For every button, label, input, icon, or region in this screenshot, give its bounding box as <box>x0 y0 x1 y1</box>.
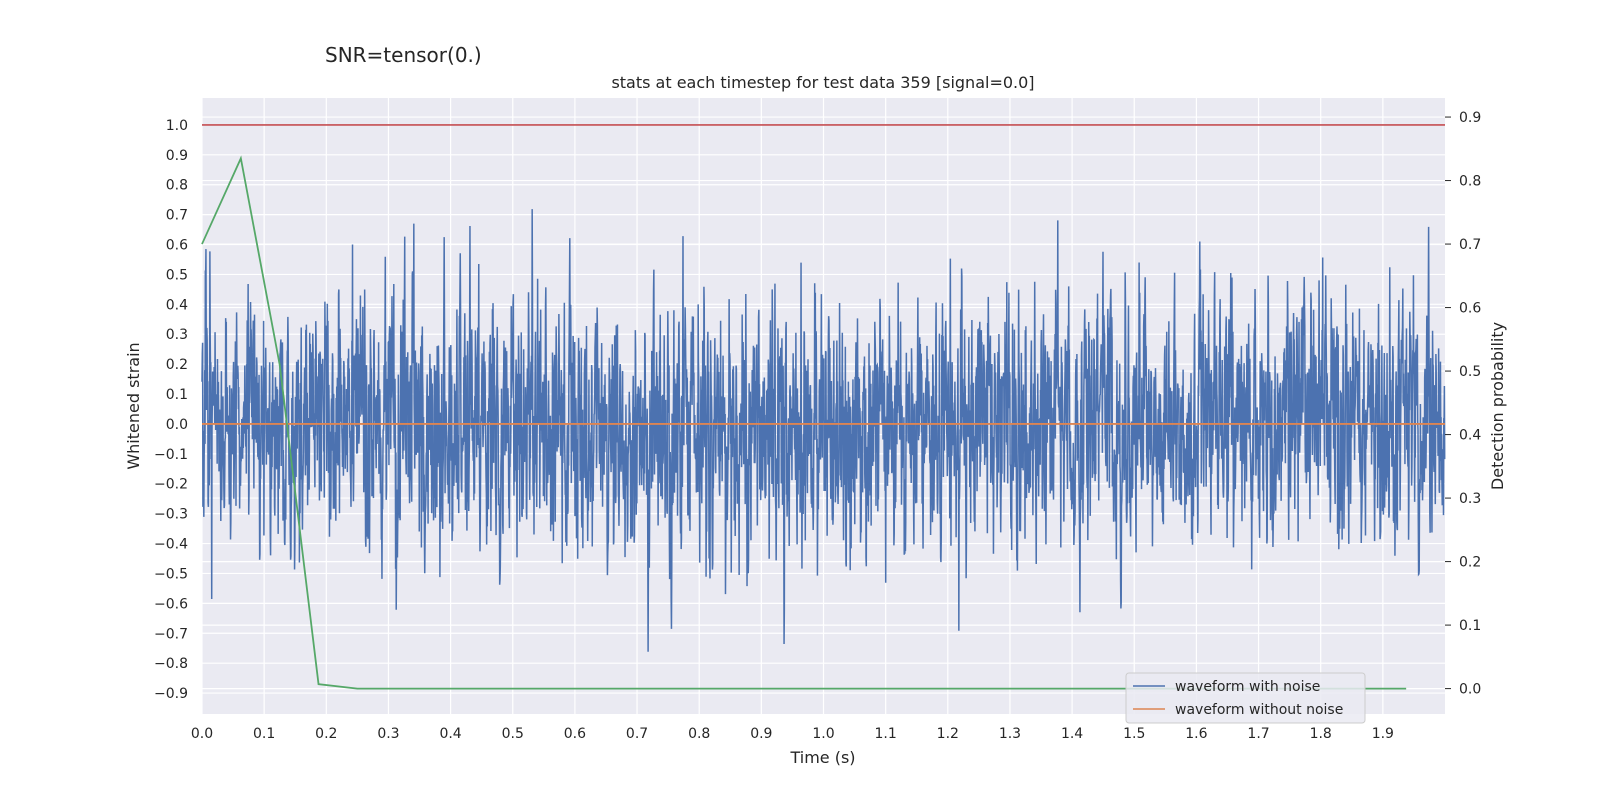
y-tick-label: 0.8 <box>166 178 188 194</box>
y-tick-label: −0.3 <box>154 507 188 523</box>
chart-suptitle: SNR=tensor(0.) <box>325 43 482 67</box>
y-tick-label: −0.7 <box>154 626 188 642</box>
y-axis-label: Whitened strain <box>124 342 143 469</box>
x-tick-label: 1.0 <box>812 726 834 742</box>
x-tick-label: 1.9 <box>1372 726 1394 742</box>
y-tick-label: 0.5 <box>166 267 188 283</box>
legend: waveform with noise waveform without noi… <box>1125 672 1366 724</box>
y-tick-label: 0.2 <box>166 357 188 373</box>
y2-tick-label: 0.0 <box>1459 682 1481 698</box>
y-tick-labels: 1.0 0.9 0.8 0.7 0.6 0.5 0.4 0.3 0.2 0.1 0.0 −0.1 −0.… <box>154 118 188 702</box>
x-tick-label: 1.3 <box>999 726 1021 742</box>
y-tick-label: 0.6 <box>166 238 188 254</box>
chart-title: stats at each timestep for test data 359… <box>611 73 1034 92</box>
x-tick-label: 0.3 <box>377 726 399 742</box>
y-tick-label: −0.1 <box>154 447 188 463</box>
legend-label-noise: waveform with noise <box>1175 679 1320 695</box>
x-tick-label: 1.8 <box>1310 726 1332 742</box>
x-tick-label: 0.7 <box>626 726 648 742</box>
x-tick-label: 1.4 <box>1061 726 1083 742</box>
x-tick-label: 0.5 <box>502 726 524 742</box>
y2-tick-label: 0.9 <box>1459 110 1481 126</box>
x-tick-label: 0.6 <box>564 726 586 742</box>
y-tick-label: 1.0 <box>166 118 188 134</box>
y2-tick-label: 0.6 <box>1459 301 1481 317</box>
x-tick-label: 0.4 <box>439 726 461 742</box>
y-tick-label: −0.2 <box>154 477 188 493</box>
y2-tick-label: 0.8 <box>1459 174 1481 190</box>
y2-tick-label: 0.2 <box>1459 555 1481 571</box>
legend-label-clean: waveform without noise <box>1175 702 1343 718</box>
y-tick-label: −0.4 <box>154 537 188 553</box>
x-tick-label: 0.8 <box>688 726 710 742</box>
series-waveform-with-noise <box>201 209 1446 652</box>
y2-tick-label: 0.1 <box>1459 618 1481 634</box>
y2-tick-label: 0.3 <box>1459 491 1481 507</box>
y2-tick-label: 0.7 <box>1459 237 1481 253</box>
y-tick-label: 0.3 <box>166 327 188 343</box>
y-tick-label: 0.4 <box>166 297 188 313</box>
legend-box <box>1125 672 1366 724</box>
y2-tick-label: 0.5 <box>1459 364 1481 380</box>
x-tick-label: 1.6 <box>1185 726 1207 742</box>
y-tick-label: −0.8 <box>154 656 188 672</box>
y-tick-label: 0.1 <box>166 387 188 403</box>
x-tick-label: 1.1 <box>875 726 897 742</box>
x-tick-label: 1.2 <box>937 726 959 742</box>
x-tick-label: 0.1 <box>253 726 275 742</box>
y2-axis-label: Detection probability <box>1488 322 1507 490</box>
x-tick-label: 0.2 <box>315 726 337 742</box>
y-tick-label: 0.0 <box>166 417 188 433</box>
y-tick-label: −0.9 <box>154 686 188 702</box>
x-tick-label: 1.5 <box>1123 726 1145 742</box>
y2-tick-label: 0.4 <box>1459 428 1481 444</box>
y-tick-label: 0.7 <box>166 208 188 224</box>
x-tick-label: 1.7 <box>1247 726 1269 742</box>
x-tick-labels: 0.0 0.1 0.2 0.3 0.4 0.5 0.6 0.7 0.8 0.9 1.0 1.1 1.2 1… <box>191 726 1394 742</box>
x-tick-label: 0.9 <box>750 726 772 742</box>
y2-tick-labels: 0.9 0.8 0.7 0.6 0.5 0.4 0.3 0.2 0.1 0.0 <box>1445 110 1481 698</box>
y-tick-label: 0.9 <box>166 148 188 164</box>
x-axis-label: Time (s) <box>789 748 855 767</box>
y-tick-label: −0.6 <box>154 596 188 612</box>
y-tick-label: −0.5 <box>154 566 188 582</box>
x-tick-label: 0.0 <box>191 726 213 742</box>
